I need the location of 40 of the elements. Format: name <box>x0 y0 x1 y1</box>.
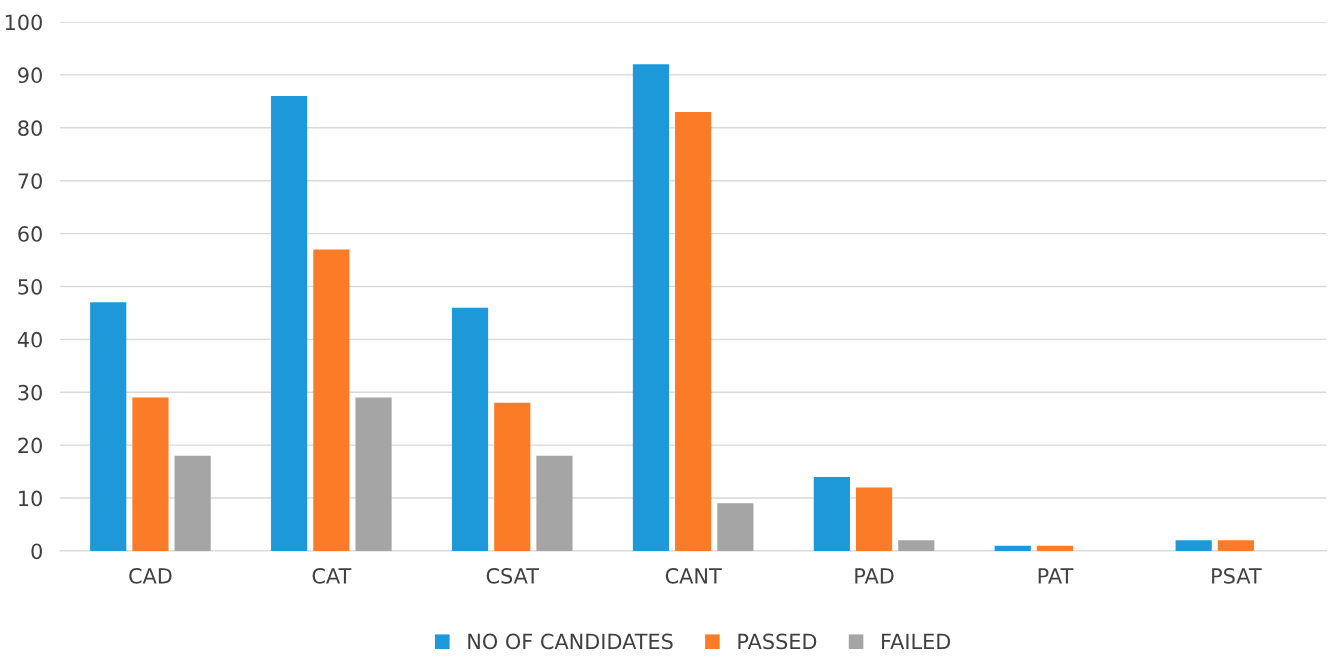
y-tick-label: 40 <box>17 331 42 348</box>
bar <box>271 96 308 551</box>
bar <box>494 402 531 551</box>
bar <box>1217 540 1254 551</box>
bar <box>132 397 169 551</box>
bar <box>174 455 211 551</box>
x-tick-label: PAD <box>855 568 894 584</box>
x-tick-label: PAT <box>1038 568 1074 584</box>
legend-label: PASSED <box>738 633 817 650</box>
x-tick-label: CSAT <box>486 567 540 584</box>
y-tick-label: 0 <box>31 543 42 560</box>
bar <box>675 111 712 551</box>
x-tick-label: CAD <box>129 567 172 584</box>
y-tick-label: 50 <box>18 278 42 295</box>
bar <box>898 540 935 551</box>
y-tick-label: 30 <box>18 384 42 401</box>
x-tick-label: CANT <box>665 567 722 584</box>
bar <box>717 503 754 551</box>
bar <box>90 302 127 551</box>
bar <box>1175 540 1212 551</box>
bar <box>813 476 850 551</box>
y-tick-label: 100 <box>5 14 42 31</box>
legend-label: FAILED <box>882 633 951 649</box>
legend-label: NO OF CANDIDATES <box>468 633 673 650</box>
bar <box>313 249 350 551</box>
bar <box>994 545 1031 551</box>
bar <box>451 307 489 551</box>
y-tick-label: 70 <box>18 173 42 189</box>
bar <box>536 455 573 551</box>
y-tick-label: 60 <box>18 226 42 242</box>
x-tick-label: PSAT <box>1212 567 1262 584</box>
bar <box>355 397 392 551</box>
y-tick-label: 10 <box>19 490 42 507</box>
bar <box>632 64 670 551</box>
y-tick-label: 90 <box>18 67 42 84</box>
x-tick-label: CAT <box>312 567 352 584</box>
bar <box>1036 545 1074 551</box>
bar <box>855 487 893 551</box>
y-tick-label: 80 <box>18 120 42 137</box>
y-tick-label: 20 <box>18 437 42 454</box>
